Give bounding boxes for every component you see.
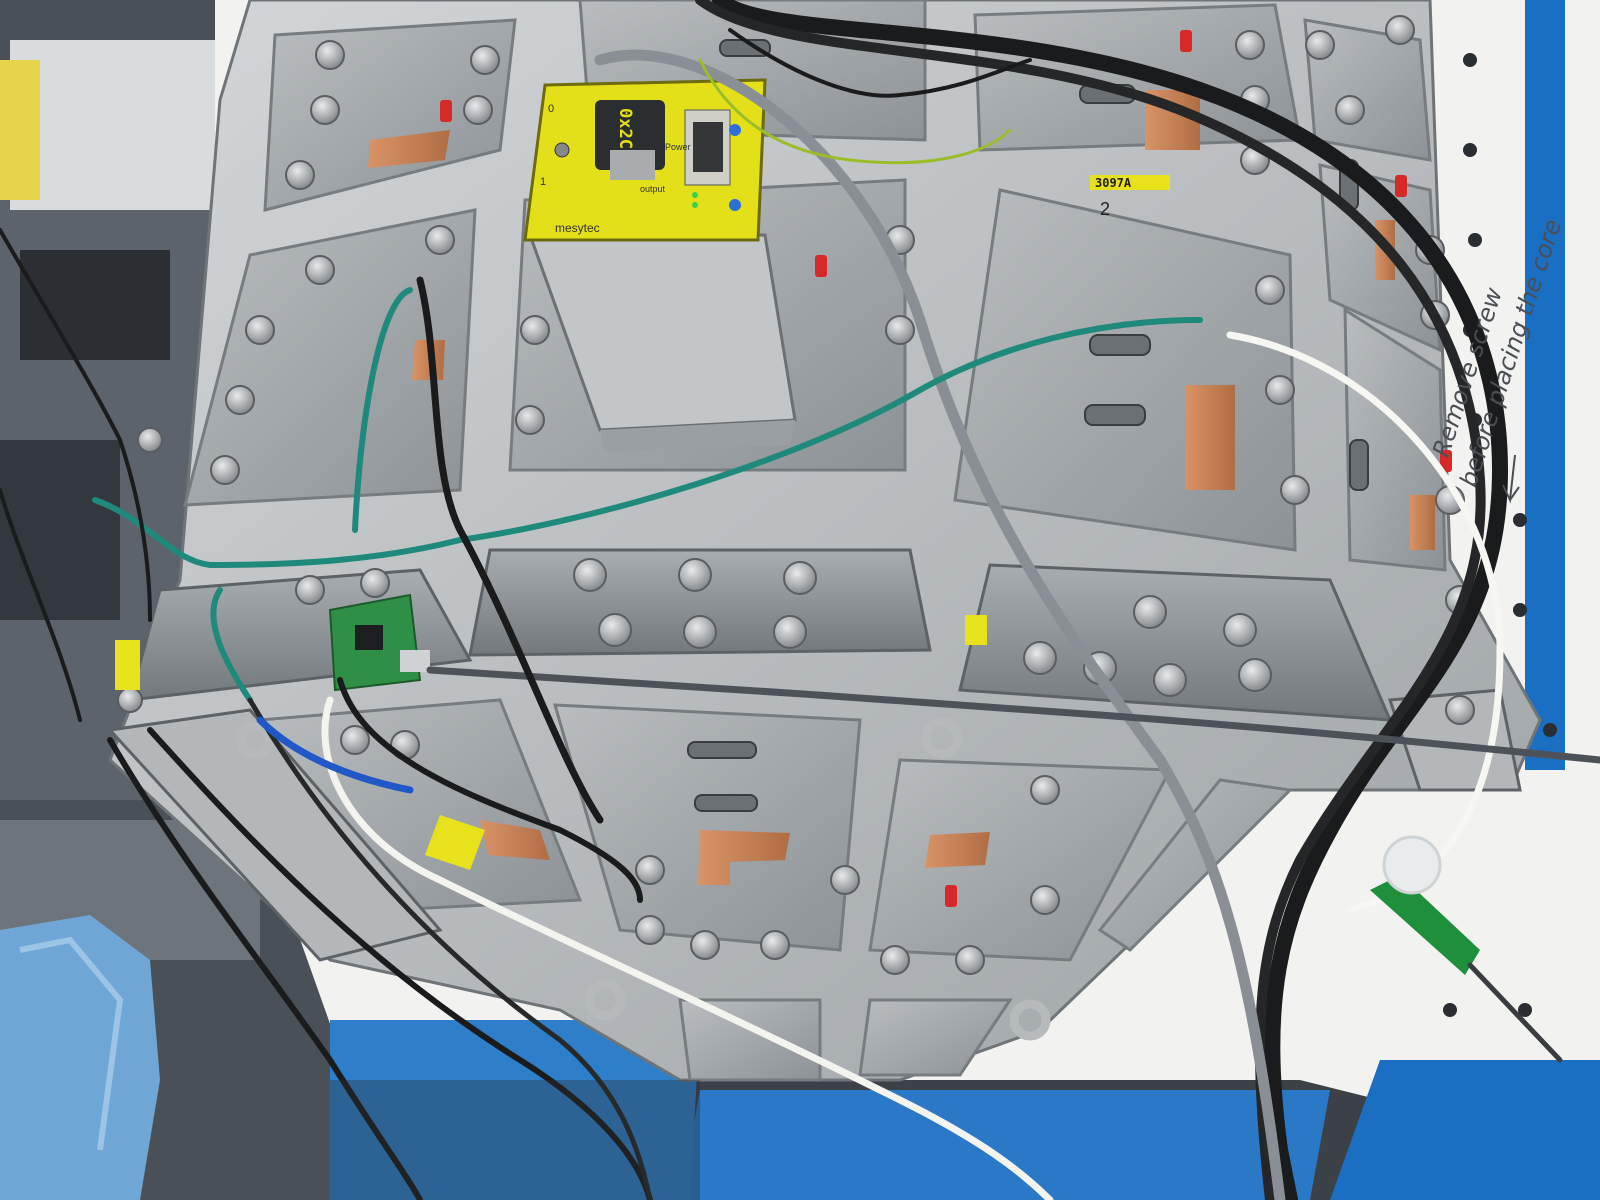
module-switch-digit-one: 1 xyxy=(540,176,546,188)
screwdriver xyxy=(1370,835,1563,1063)
module-output-label: output xyxy=(640,184,666,194)
module-brand-label: mesytec xyxy=(555,221,600,235)
pockets xyxy=(183,0,1447,1082)
white-tube xyxy=(1226,331,1504,914)
module-switch-digit-zero: 0 xyxy=(548,103,554,115)
small-pcb xyxy=(328,593,430,692)
glass-dome xyxy=(1382,835,1442,895)
yellow-tape xyxy=(115,175,1170,870)
grey-cable xyxy=(594,49,1286,1200)
eye-bolts xyxy=(236,717,1051,1041)
blue-table-frame xyxy=(330,0,1600,1200)
mesytec-module: 0x2C output Power mesytec 0 1 xyxy=(523,78,797,452)
black-cable-thick xyxy=(712,0,1509,1200)
red-connectors xyxy=(440,30,1452,907)
table-holes xyxy=(1443,53,1557,1017)
module-power-label: Power xyxy=(665,142,691,152)
panel-number-label: 2 xyxy=(1100,199,1110,219)
tape-code-label: 3097A xyxy=(1095,176,1132,190)
white-cable xyxy=(321,696,1054,1200)
dsub-connectors xyxy=(687,39,1369,812)
blue-plastic-bag xyxy=(0,915,160,1200)
teal-tube xyxy=(92,317,1203,569)
module-address-label: 0x2C xyxy=(615,108,635,149)
